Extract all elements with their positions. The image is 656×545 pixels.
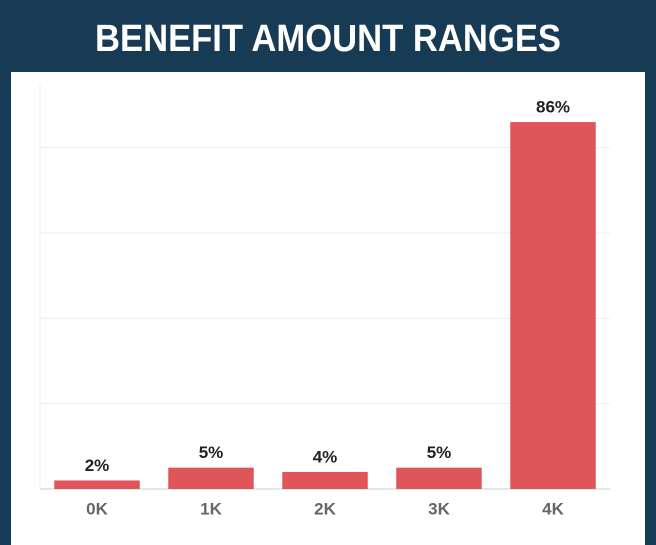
data-label: 2% bbox=[85, 456, 110, 475]
x-tick-label: 2K bbox=[314, 499, 336, 518]
data-label: 5% bbox=[199, 443, 224, 462]
bar bbox=[168, 467, 254, 489]
bar bbox=[54, 480, 140, 489]
bar bbox=[396, 467, 482, 489]
x-tick-label: 4K bbox=[542, 499, 564, 518]
chart-title: BENEFIT AMOUNT RANGES bbox=[95, 18, 561, 60]
x-tick-label: 1K bbox=[200, 499, 222, 518]
x-tick-label: 0K bbox=[86, 499, 108, 518]
bar bbox=[510, 122, 596, 490]
data-label: 4% bbox=[313, 447, 338, 466]
data-label: 86% bbox=[536, 98, 570, 117]
data-label: 5% bbox=[427, 443, 452, 462]
x-tick-label: 3K bbox=[428, 499, 450, 518]
bar bbox=[282, 471, 368, 489]
